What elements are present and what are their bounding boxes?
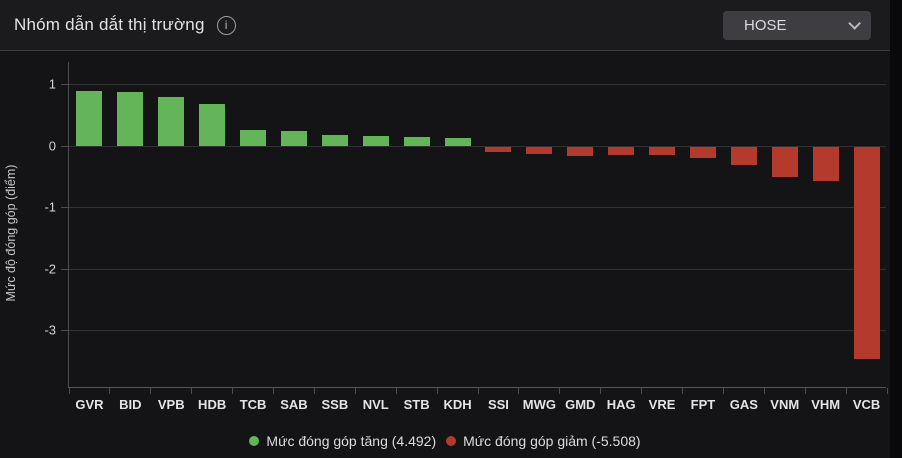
x-axis-tick [150, 388, 152, 394]
x-axis-tick [395, 388, 397, 394]
widget-header: Nhóm dẫn dắt thị trường i HOSE [0, 0, 890, 51]
x-axis-tick [436, 388, 438, 394]
bar-SSB[interactable] [321, 134, 348, 146]
x-tick-label: GMD [565, 397, 596, 412]
plot-area: 1 0 -1 -2 -3 GVR BID VPB HDB TCB SAB SSB NVL STB KDH SS… [44, 62, 888, 412]
bar-STB[interactable] [403, 137, 430, 146]
exchange-select[interactable]: HOSE [723, 10, 871, 40]
x-axis-tick [232, 388, 234, 394]
x-tick-label: MWG [522, 397, 556, 412]
x-axis-tick [518, 388, 520, 394]
gridline [69, 84, 886, 86]
page-title: Nhóm dẫn dắt thị trường [14, 15, 205, 34]
bar-TCB[interactable] [240, 129, 267, 146]
x-tick-label: VHM [811, 397, 841, 412]
y-tick-label: -1 [44, 199, 56, 215]
exchange-select-value: HOSE [744, 16, 787, 34]
x-tick-label: STB [403, 397, 430, 412]
y-tick-label: -2 [44, 261, 56, 277]
y-tick-label: -3 [44, 322, 56, 338]
x-tick-label: HAG [606, 397, 636, 412]
bar-MWG[interactable] [526, 146, 553, 155]
x-tick-label: SSI [487, 397, 509, 412]
x-axis-tick [682, 388, 683, 394]
y-tick-label: 0 [48, 138, 56, 154]
bar-HAG[interactable] [608, 146, 635, 156]
x-axis-tick [273, 388, 274, 394]
info-icon[interactable]: i [216, 15, 236, 35]
x-axis-tick [354, 388, 356, 394]
y-axis-tick [61, 268, 69, 270]
x-axis-tick [109, 388, 111, 394]
x-axis-tick [313, 388, 315, 394]
bar-VNM[interactable] [771, 146, 798, 177]
gridline [69, 207, 886, 209]
bar-VHM[interactable] [812, 146, 839, 182]
bar-SSI[interactable] [485, 146, 512, 153]
y-axis-title: Mức độ đóng góp (điểm) [4, 164, 18, 302]
x-tick-label: HDB [198, 397, 227, 412]
chart-region: Mức độ đóng góp (điểm) 1 0 -1 -2 -3 GVR BID VPB… [0, 51, 890, 457]
gridline [69, 330, 886, 332]
x-tick-label: GAS [729, 397, 758, 412]
bar-GVR[interactable] [76, 90, 103, 146]
x-tick-label: SSB [321, 397, 349, 412]
bar-VCB[interactable] [853, 146, 880, 359]
chevron-down-icon [848, 16, 861, 30]
y-tick-label: 1 [48, 76, 56, 92]
x-tick-label: VRE [648, 397, 676, 412]
legend-item-increase[interactable]: Mức đóng góp tăng (4.492) [249, 433, 436, 449]
bar-VPB[interactable] [158, 97, 185, 146]
bar-NVL[interactable] [362, 136, 389, 146]
y-axis-tick [61, 84, 69, 86]
gridline [69, 145, 886, 147]
x-axis-tick [804, 388, 806, 394]
x-axis-tick [68, 388, 70, 394]
legend: Mức đóng góp tăng (4.492) Mức đóng góp g… [0, 433, 890, 449]
bar-GAS[interactable] [730, 146, 757, 166]
legend-dot-decrease-icon [446, 436, 457, 446]
y-axis-tick [61, 145, 69, 147]
x-tick-label: BID [119, 397, 142, 412]
x-axis-tick [600, 388, 602, 394]
bar-VRE[interactable] [649, 146, 676, 156]
x-tick-label: NVL [362, 397, 389, 412]
x-axis-tick [191, 388, 193, 394]
x-tick-label: GVR [75, 397, 104, 412]
x-axis-tick [559, 388, 561, 394]
x-tick-label: SAB [280, 397, 308, 412]
x-tick-label: FPT [690, 397, 716, 412]
x-axis-tick [845, 388, 847, 394]
gridline [69, 268, 886, 270]
bar-SAB[interactable] [280, 130, 307, 146]
x-tick-label: VCB [852, 397, 881, 412]
x-axis-tick [477, 388, 479, 394]
legend-item-decrease[interactable]: Mức đóng góp giảm (-5.508) [446, 433, 641, 449]
x-tick-label: KDH [443, 397, 472, 412]
bar-GMD[interactable] [567, 146, 594, 156]
bar-BID[interactable] [117, 92, 144, 146]
legend-label: Mức đóng góp tăng (4.492) [266, 433, 437, 449]
x-tick-label: TCB [239, 397, 267, 412]
y-axis-tick [61, 207, 69, 209]
bar-FPT[interactable] [689, 146, 716, 159]
bar-HDB[interactable] [199, 103, 226, 146]
bar-KDH[interactable] [444, 138, 471, 146]
x-tick-label: VPB [157, 397, 185, 412]
x-axis-tick [763, 388, 765, 394]
y-axis-tick [61, 330, 69, 332]
x-axis-tick [722, 388, 724, 394]
legend-dot-increase-icon [249, 436, 260, 446]
x-axis-tick [641, 388, 643, 394]
x-axis-tick [886, 388, 888, 394]
x-tick-label: VNM [770, 397, 800, 412]
legend-label: Mức đóng góp giảm (-5.508) [463, 433, 641, 449]
